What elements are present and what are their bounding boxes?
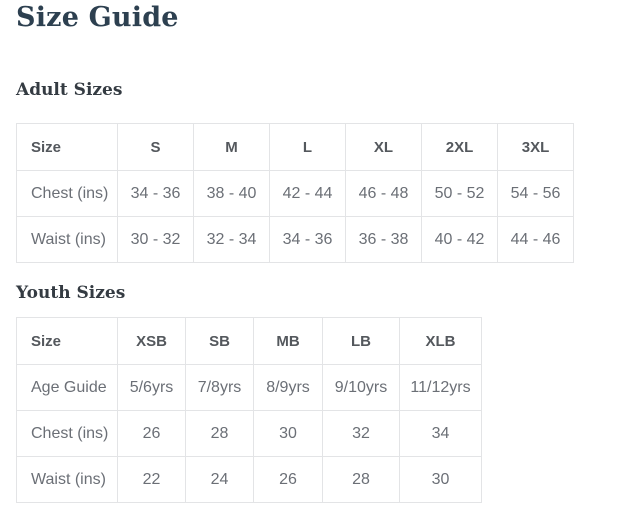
youth-age-cell-sb: 7/8yrs — [185, 364, 254, 411]
youth-column-header-lb: LB — [322, 317, 400, 365]
youth-sizes-table: Size XSB SB MB LB XLB Age Guide 5/6yrs 7… — [16, 317, 482, 503]
adult-sizes-heading: Adult Sizes — [16, 80, 123, 100]
adult-column-header-xl: XL — [345, 123, 422, 171]
adult-waist-row-label: Waist (ins) — [16, 216, 118, 263]
youth-waist-cell-sb: 24 — [185, 456, 254, 503]
youth-age-cell-lb: 9/10yrs — [322, 364, 400, 411]
youth-waist-row-label: Waist (ins) — [16, 456, 118, 503]
youth-column-header-mb: MB — [253, 317, 323, 365]
youth-age-row: Age Guide 5/6yrs 7/8yrs 8/9yrs 9/10yrs 1… — [16, 364, 482, 411]
youth-age-cell-mb: 8/9yrs — [253, 364, 323, 411]
youth-column-header-xlb: XLB — [399, 317, 482, 365]
youth-sizes-section: Youth Sizes Size XSB SB MB LB XLB Age Gu… — [16, 283, 621, 503]
adult-sizes-section: Adult Sizes Size S M L XL 2XL 3XL Chest … — [16, 80, 621, 263]
adult-chest-cell-s: 34 - 36 — [117, 170, 194, 217]
youth-waist-row: Waist (ins) 22 24 26 28 30 — [16, 456, 482, 503]
youth-chest-cell-lb: 32 — [322, 410, 400, 457]
youth-waist-cell-xsb: 22 — [117, 456, 186, 503]
youth-chest-cell-mb: 30 — [253, 410, 323, 457]
youth-sizes-heading: Youth Sizes — [16, 283, 126, 303]
youth-chest-cell-sb: 28 — [185, 410, 254, 457]
adult-sizes-table: Size S M L XL 2XL 3XL Chest (ins) 34 - 3… — [16, 123, 574, 263]
youth-age-cell-xsb: 5/6yrs — [117, 364, 186, 411]
adult-waist-row: Waist (ins) 30 - 32 32 - 34 34 - 36 36 -… — [16, 216, 574, 263]
youth-age-row-label: Age Guide — [16, 364, 118, 411]
adult-column-header-m: M — [193, 123, 270, 171]
adult-waist-cell-l: 34 - 36 — [269, 216, 346, 263]
size-guide-page: Size Guide Adult Sizes Size S M L XL 2XL… — [16, 2, 621, 503]
youth-header-row: Size XSB SB MB LB XLB — [16, 317, 482, 365]
youth-column-header-xsb: XSB — [117, 317, 186, 365]
page-title: Size Guide — [16, 2, 179, 33]
youth-column-header-size: Size — [16, 317, 118, 365]
adult-chest-cell-3xl: 54 - 56 — [497, 170, 574, 217]
adult-waist-cell-2xl: 40 - 42 — [421, 216, 498, 263]
youth-chest-cell-xsb: 26 — [117, 410, 186, 457]
adult-waist-cell-xl: 36 - 38 — [345, 216, 422, 263]
adult-chest-row-label: Chest (ins) — [16, 170, 118, 217]
youth-column-header-sb: SB — [185, 317, 254, 365]
youth-chest-row-label: Chest (ins) — [16, 410, 118, 457]
youth-chest-row: Chest (ins) 26 28 30 32 34 — [16, 410, 482, 457]
adult-chest-row: Chest (ins) 34 - 36 38 - 40 42 - 44 46 -… — [16, 170, 574, 217]
youth-age-cell-xlb: 11/12yrs — [399, 364, 482, 411]
adult-waist-cell-m: 32 - 34 — [193, 216, 270, 263]
adult-chest-cell-xl: 46 - 48 — [345, 170, 422, 217]
adult-column-header-s: S — [117, 123, 194, 171]
adult-waist-cell-3xl: 44 - 46 — [497, 216, 574, 263]
adult-chest-cell-m: 38 - 40 — [193, 170, 270, 217]
youth-chest-cell-xlb: 34 — [399, 410, 482, 457]
adult-column-header-size: Size — [16, 123, 118, 171]
adult-column-header-l: L — [269, 123, 346, 171]
adult-waist-cell-s: 30 - 32 — [117, 216, 194, 263]
adult-chest-cell-l: 42 - 44 — [269, 170, 346, 217]
adult-column-header-2xl: 2XL — [421, 123, 498, 171]
adult-chest-cell-2xl: 50 - 52 — [421, 170, 498, 217]
adult-column-header-3xl: 3XL — [497, 123, 574, 171]
adult-header-row: Size S M L XL 2XL 3XL — [16, 123, 574, 171]
youth-waist-cell-mb: 26 — [253, 456, 323, 503]
youth-waist-cell-xlb: 30 — [399, 456, 482, 503]
youth-waist-cell-lb: 28 — [322, 456, 400, 503]
